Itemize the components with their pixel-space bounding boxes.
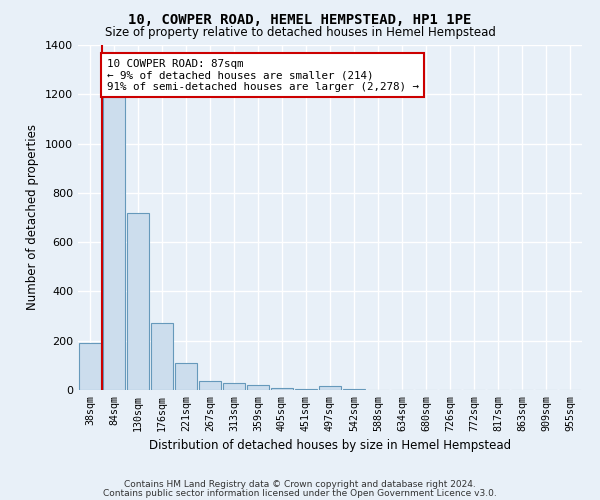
Text: 10 COWPER ROAD: 87sqm
← 9% of detached houses are smaller (214)
91% of semi-deta: 10 COWPER ROAD: 87sqm ← 9% of detached h… (107, 58, 419, 92)
Text: Size of property relative to detached houses in Hemel Hempstead: Size of property relative to detached ho… (104, 26, 496, 39)
Text: Contains HM Land Registry data © Crown copyright and database right 2024.: Contains HM Land Registry data © Crown c… (124, 480, 476, 489)
Bar (175, 363, 197, 390)
Bar (271, 388, 293, 390)
Bar (295, 389, 317, 390)
Bar (103, 97, 125, 390)
X-axis label: Distribution of detached houses by size in Hemel Hempstead: Distribution of detached houses by size … (149, 439, 511, 452)
Bar (223, 382, 245, 390)
Y-axis label: Number of detached properties: Number of detached properties (26, 124, 40, 310)
Bar (247, 385, 269, 390)
Text: 10, COWPER ROAD, HEMEL HEMPSTEAD, HP1 1PE: 10, COWPER ROAD, HEMEL HEMPSTEAD, HP1 1P… (128, 12, 472, 26)
Bar (151, 324, 173, 390)
Text: Contains public sector information licensed under the Open Government Licence v3: Contains public sector information licen… (103, 489, 497, 498)
Bar (199, 382, 221, 390)
Bar (79, 343, 101, 390)
Bar (127, 212, 149, 390)
Bar (319, 386, 341, 390)
